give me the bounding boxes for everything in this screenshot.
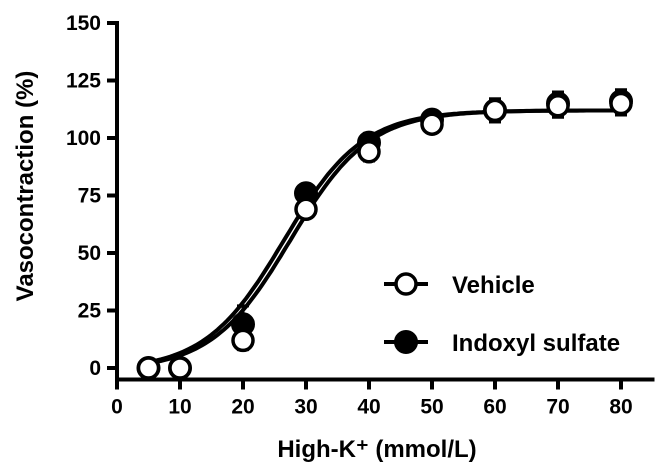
legend-item-indoxyl-sulfate: Indoxyl sulfate (384, 330, 620, 357)
x-tick-label: 0 (111, 396, 123, 419)
y-axis-title: Vasocontraction (%) (12, 71, 39, 302)
data-point-vehicle (483, 98, 507, 123)
y-tick-label: 75 (78, 185, 102, 208)
x-tick-label: 80 (609, 396, 632, 419)
fit-curves (141, 108, 628, 367)
fit-curve-indoxyl-sulfate (141, 108, 628, 366)
legend-marker-indoxyl-sulfate (394, 330, 418, 354)
x-tick-label: 40 (357, 396, 380, 419)
legend: Vehicle Indoxyl sulfate (384, 272, 620, 357)
data-point-vehicle (609, 91, 633, 116)
y-tick-label: 0 (89, 357, 101, 380)
data-point-vehicle (168, 356, 192, 380)
x-tick-label: 50 (420, 396, 443, 419)
data-point-vehicle (294, 197, 318, 222)
data-points (136, 88, 633, 380)
x-tick-label: 10 (168, 396, 191, 419)
axes (115, 21, 655, 382)
legend-marker-vehicle (394, 272, 418, 296)
x-tick-label: 60 (483, 396, 506, 419)
x-ticks: 0 10 20 30 40 50 60 70 80 (111, 379, 633, 419)
y-tick-label: 150 (66, 12, 101, 35)
data-point-vehicle (357, 140, 381, 164)
x-tick-label: 20 (231, 396, 254, 419)
data-point-vehicle (420, 112, 444, 136)
data-point-vehicle (546, 94, 570, 118)
x-tick-label: 30 (294, 396, 317, 419)
x-tick-label: 70 (546, 396, 569, 419)
legend-item-vehicle: Vehicle (384, 272, 535, 299)
legend-label-indoxyl-sulfate: Indoxyl sulfate (452, 330, 620, 357)
legend-label-vehicle: Vehicle (452, 272, 535, 299)
y-tick-label: 100 (66, 127, 101, 150)
y-tick-label: 125 (66, 70, 101, 93)
data-point-vehicle (231, 328, 255, 353)
y-tick-label: 25 (78, 300, 102, 323)
fit-curve-vehicle (141, 108, 628, 367)
y-tick-label: 50 (78, 242, 101, 265)
x-axis-title: High-K⁺ (mmol/L) (277, 436, 476, 463)
y-ticks: 0 25 50 75 100 125 150 (66, 12, 117, 380)
data-point-vehicle (136, 356, 161, 380)
